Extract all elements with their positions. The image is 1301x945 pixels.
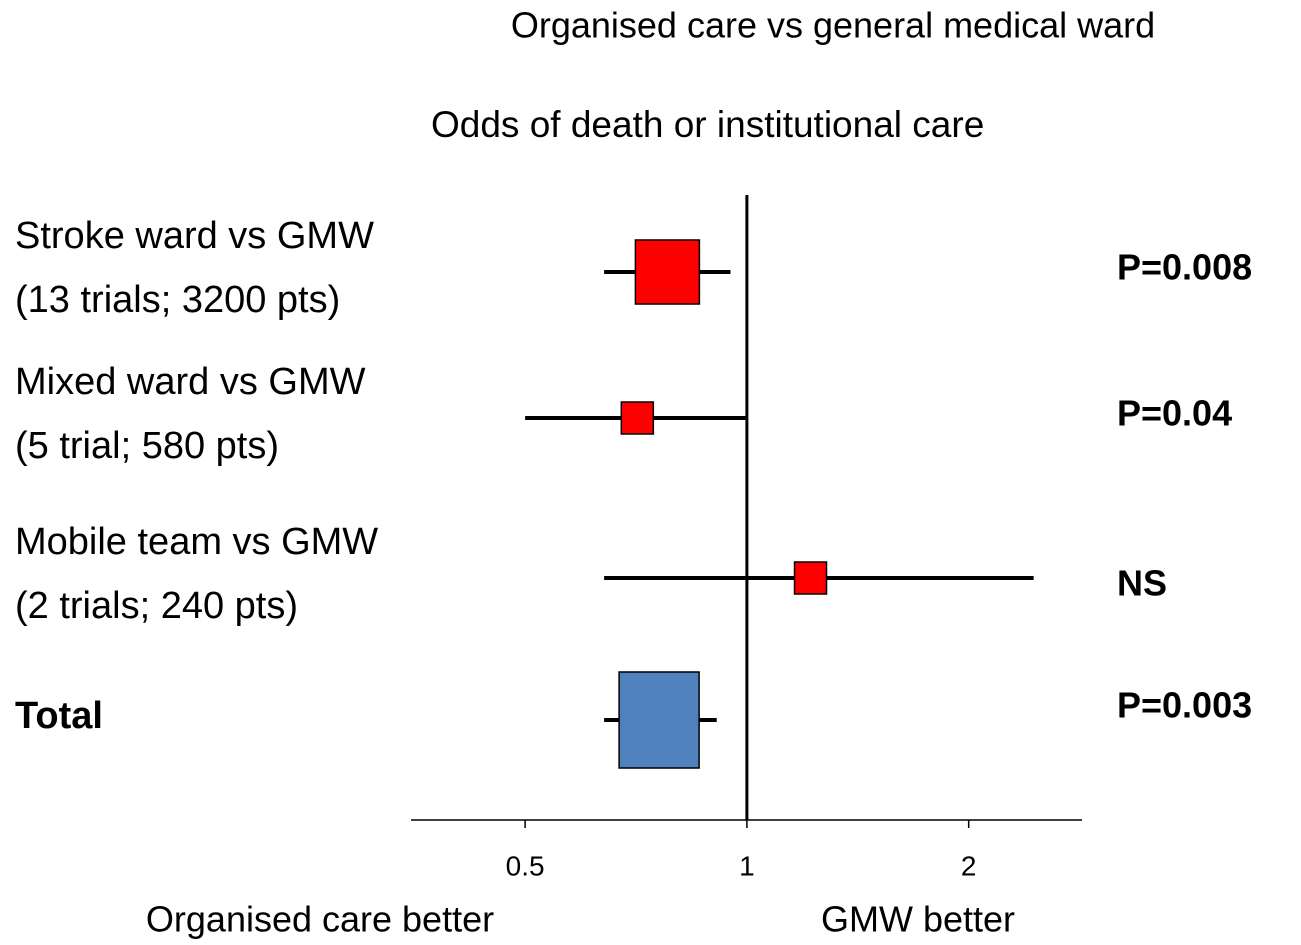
row-label: Mobile team vs GMW — [15, 521, 378, 563]
row-label: Stroke ward vs GMW — [15, 215, 374, 257]
p-value: P=0.04 — [1117, 393, 1232, 434]
x-tick-label: 1 — [739, 850, 755, 881]
estimate-box — [620, 401, 655, 435]
p-value: P=0.008 — [1117, 247, 1252, 288]
x-tick-label: 0.5 — [506, 850, 545, 881]
estimate-box — [618, 671, 700, 769]
row-detail: (5 trial; 580 pts) — [15, 425, 279, 467]
row-label: Mixed ward vs GMW — [15, 361, 366, 403]
p-value: P=0.003 — [1117, 685, 1252, 726]
x-label-left: Organised care better — [146, 899, 494, 940]
subtitle: Odds of death or institutional care — [431, 104, 985, 145]
x-tick-label: 2 — [961, 850, 977, 881]
chart-title: Organised care vs general medical ward — [511, 5, 1155, 46]
x-label-right: GMW better — [821, 899, 1015, 940]
row-detail: (2 trials; 240 pts) — [15, 585, 298, 627]
row-label: Total — [15, 695, 103, 737]
row-detail: (13 trials; 3200 pts) — [15, 279, 340, 321]
estimate-box — [793, 561, 828, 595]
p-value: NS — [1117, 563, 1167, 604]
estimate-box — [634, 239, 701, 305]
